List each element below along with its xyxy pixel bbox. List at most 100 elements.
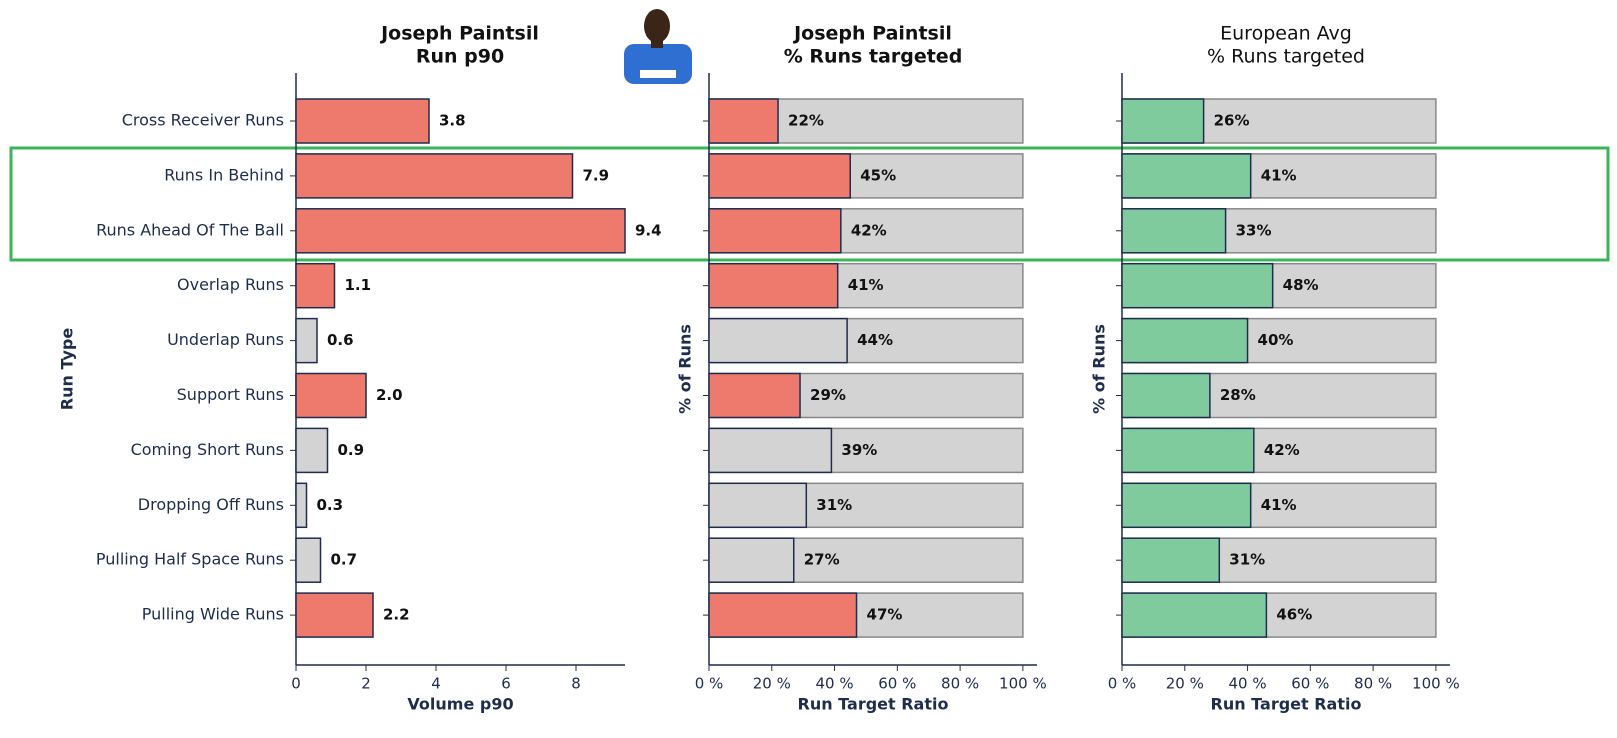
value-label: 9.4 [635, 221, 662, 239]
bar [708, 153, 851, 199]
bar [295, 372, 367, 419]
bar [708, 537, 795, 583]
value-label: 28% [1220, 386, 1256, 404]
player-photo [624, 9, 692, 84]
x-tick-label: 40 % [1228, 675, 1266, 693]
category-label: Support Runs [177, 385, 284, 404]
bar [1121, 592, 1268, 638]
bar [1121, 427, 1255, 474]
value-label: 42% [851, 221, 887, 239]
x-tick-label: 20 % [753, 675, 791, 693]
category-label: Pulling Half Space Runs [96, 550, 284, 569]
value-label: 45% [860, 166, 896, 184]
highlight-box [9, 146, 1610, 262]
panel-title: Joseph Paintsil [792, 23, 952, 45]
bar [1121, 537, 1221, 583]
bar [295, 208, 626, 254]
x-tick-label: 0 [291, 675, 301, 693]
x-tick-label: 2 [361, 675, 371, 693]
x-tick-label: 60 % [1291, 675, 1329, 693]
category-label: Pulling Wide Runs [142, 605, 284, 624]
bar [295, 262, 336, 309]
x-tick-label: 80 % [1354, 675, 1392, 693]
value-label: 7.9 [583, 166, 610, 184]
x-tick-label: 8 [571, 675, 581, 693]
bar [295, 317, 318, 364]
bar [1121, 317, 1249, 364]
value-label: 31% [1229, 551, 1265, 569]
category-label: Dropping Off Runs [138, 495, 284, 514]
bar [1121, 372, 1211, 419]
panel-title: European Avg [1220, 23, 1352, 45]
value-label: 2.0 [376, 386, 403, 404]
y-axis-label: % of Runs [676, 324, 695, 414]
category-label: Underlap Runs [167, 330, 284, 349]
x-axis-label: Volume p90 [407, 695, 513, 714]
value-label: 0.7 [331, 551, 358, 569]
value-label: 48% [1283, 276, 1319, 294]
bar [295, 592, 374, 638]
x-tick-label: 100 % [999, 675, 1047, 693]
value-label: 26% [1214, 112, 1250, 130]
category-label: Coming Short Runs [131, 440, 284, 459]
value-label: 42% [1264, 441, 1300, 459]
panel-title: Joseph Paintsil [379, 23, 539, 45]
category-label: Runs Ahead Of The Ball [96, 220, 284, 239]
value-label: 41% [848, 276, 884, 294]
value-label: 2.2 [383, 606, 410, 624]
y-axis-label: % of Runs [1090, 324, 1109, 414]
bar [708, 482, 808, 529]
bar [295, 98, 430, 144]
bar [708, 372, 801, 419]
panel-subtitle: % Runs targeted [784, 46, 963, 68]
x-axis-label: Run Target Ratio [1211, 695, 1362, 714]
value-label: 47% [867, 606, 903, 624]
x-tick-label: 0 % [695, 675, 724, 693]
bar [295, 482, 308, 529]
value-label: 41% [1261, 166, 1297, 184]
bar [1121, 153, 1252, 199]
value-label: 44% [857, 331, 893, 349]
bar [1121, 98, 1205, 144]
bar [1121, 208, 1227, 254]
bar [708, 208, 842, 254]
x-tick-label: 4 [431, 675, 441, 693]
bar [708, 592, 858, 638]
category-label: Runs In Behind [164, 165, 284, 184]
value-label: 46% [1276, 606, 1312, 624]
x-tick-label: 6 [501, 675, 511, 693]
panel-subtitle: Run p90 [416, 46, 504, 68]
bar [708, 262, 839, 309]
x-tick-label: 60 % [878, 675, 916, 693]
x-axis-label: Run Target Ratio [798, 695, 949, 714]
x-tick-label: 80 % [941, 675, 979, 693]
value-label: 0.3 [317, 496, 344, 514]
x-tick-label: 0 % [1108, 675, 1137, 693]
bar [708, 98, 779, 144]
value-label: 40% [1258, 331, 1294, 349]
x-tick-label: 40 % [815, 675, 853, 693]
bar [1121, 262, 1274, 309]
value-label: 0.6 [327, 331, 354, 349]
value-label: 29% [810, 386, 846, 404]
value-label: 41% [1261, 496, 1297, 514]
bar [708, 427, 833, 474]
panel-subtitle: % Runs targeted [1207, 46, 1365, 68]
value-label: 0.9 [338, 441, 365, 459]
bar [295, 153, 574, 199]
bar [1121, 482, 1252, 529]
x-tick-label: 100 % [1412, 675, 1460, 693]
value-label: 1.1 [345, 276, 372, 294]
category-label: Cross Receiver Runs [122, 111, 284, 130]
value-label: 31% [816, 496, 852, 514]
y-axis-label: Run Type [58, 328, 77, 411]
bar [708, 317, 848, 364]
x-tick-label: 20 % [1166, 675, 1204, 693]
bar [295, 427, 329, 474]
bar [295, 537, 322, 583]
value-label: 27% [804, 551, 840, 569]
category-label: Overlap Runs [177, 275, 284, 294]
value-label: 39% [841, 441, 877, 459]
value-label: 22% [788, 112, 824, 130]
